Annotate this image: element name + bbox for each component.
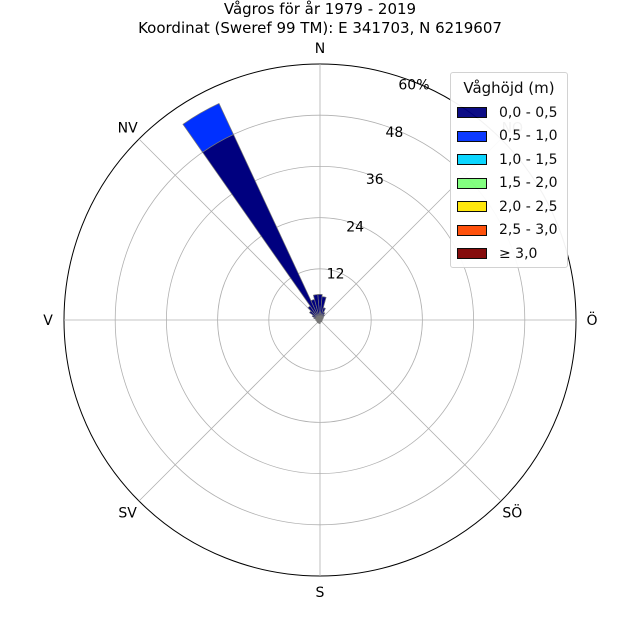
rose-bar-segment <box>182 102 234 153</box>
legend-item: 0,0 - 0,5 <box>451 101 567 125</box>
legend-item: 2,0 - 2,5 <box>451 195 567 219</box>
legend-label: 2,5 - 3,0 <box>499 222 558 239</box>
rose-bar-segment <box>312 294 321 321</box>
rose-bar-segment <box>202 133 321 321</box>
direction-label: V <box>43 313 53 329</box>
direction-label: NV <box>118 121 138 137</box>
legend-item: 0,5 - 1,0 <box>451 125 567 149</box>
direction-label: SÖ <box>502 503 522 521</box>
legend-item: ≥ 3,0 <box>451 242 567 266</box>
legend: Våghöjd (m) 0,0 - 0,5 0,5 - 1,0 1,0 - 1,5 1… <box>450 72 568 268</box>
chart-title: Vågros för år 1979 - 2019 <box>223 0 417 18</box>
legend-item: 1,0 - 1,5 <box>451 148 567 172</box>
angular-grid-line <box>138 319 321 502</box>
direction-label: Ö <box>586 311 597 329</box>
chart-subtitle: Koordinat (Sweref 99 TM): E 341703, N 62… <box>138 19 502 37</box>
legend-swatch <box>457 201 487 213</box>
legend-label: 2,0 - 2,5 <box>499 198 558 215</box>
legend-label: ≥ 3,0 <box>499 245 538 262</box>
radial-tick-label: 24 <box>346 219 364 235</box>
legend-swatch <box>457 130 487 142</box>
legend-item: 2,5 - 3,0 <box>451 219 567 243</box>
legend-label: 1,5 - 2,0 <box>499 175 558 192</box>
legend-label: 1,0 - 1,5 <box>499 151 558 168</box>
radial-tick-label: 48 <box>385 125 403 141</box>
legend-swatch <box>457 154 487 166</box>
radial-tick-label: 36 <box>366 172 384 188</box>
legend-label: 0,0 - 0,5 <box>499 104 558 121</box>
angular-grid-line <box>319 319 502 502</box>
legend-title: Våghöjd (m) <box>463 79 555 97</box>
legend-label: 0,5 - 1,0 <box>499 128 558 145</box>
direction-label: SV <box>118 505 137 521</box>
legend-swatch <box>457 248 487 260</box>
angular-grid-line <box>138 138 321 321</box>
legend-swatch <box>457 107 487 119</box>
direction-label: N <box>315 41 325 57</box>
radial-tick-label: 12 <box>327 267 345 283</box>
direction-label: S <box>316 585 325 601</box>
radial-tick-label: 60% <box>398 77 429 93</box>
legend-item: 1,5 - 2,0 <box>451 172 567 196</box>
legend-swatch <box>457 224 487 236</box>
legend-swatch <box>457 177 487 189</box>
